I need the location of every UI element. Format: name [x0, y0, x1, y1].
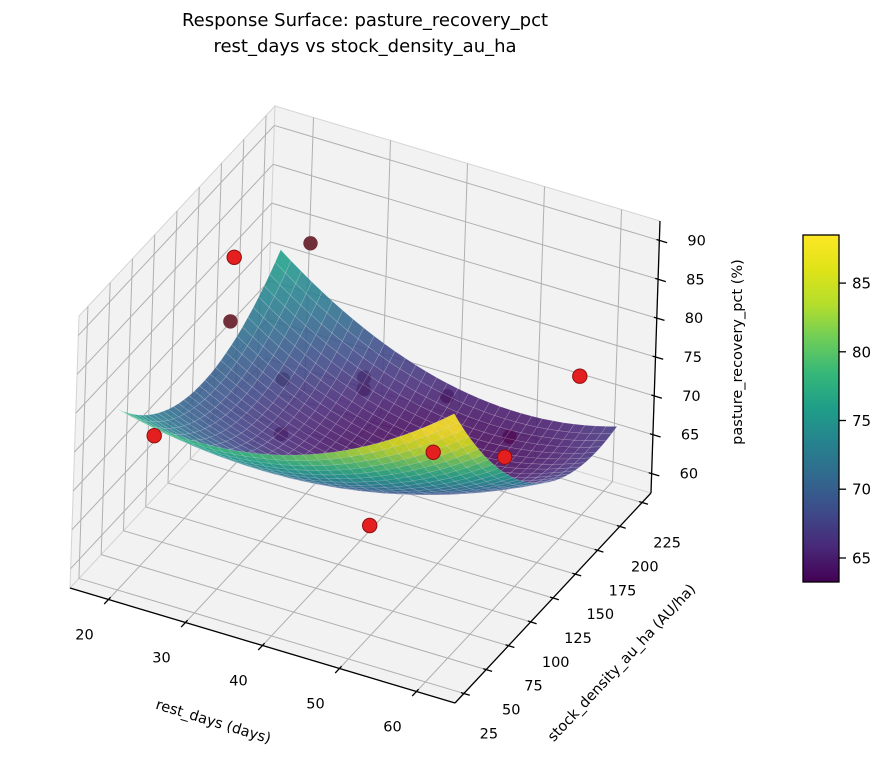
scatter-point [226, 249, 242, 265]
x-tick-label: 60 [383, 720, 401, 736]
scatter-point [223, 314, 238, 329]
colorbar-tick-label: 70 [852, 481, 871, 499]
surface-quad [442, 413, 460, 428]
y-tick [572, 572, 582, 577]
y-tick [527, 620, 537, 625]
y-tick [549, 596, 560, 601]
chart-subtitle: rest_days vs stock_density_au_ha [213, 36, 517, 57]
y-tick-label: 75 [524, 679, 542, 695]
surface-quad [501, 477, 520, 484]
x-tick [411, 688, 420, 697]
y-tick [505, 644, 515, 649]
colorbar-tick-label: 80 [852, 343, 871, 361]
grid-line [74, 241, 271, 453]
y-tick-label: 25 [480, 727, 498, 743]
y-tick-label: 50 [502, 703, 520, 719]
z-tick [655, 277, 666, 283]
scatter-point [497, 449, 513, 465]
surface-quad [457, 436, 475, 448]
x-tick-label: 20 [75, 628, 93, 644]
surface-quad [589, 440, 607, 448]
scatter-point [572, 368, 588, 384]
y-tick [460, 691, 470, 696]
colorbar-tick-label: 75 [852, 412, 871, 430]
scatter-point [303, 236, 318, 251]
grid-line [270, 241, 656, 358]
grid-line [167, 482, 554, 599]
z-tick-label: 90 [687, 233, 705, 249]
surface-quad [573, 457, 592, 464]
surface-quad [506, 479, 525, 485]
surface-quad [522, 483, 539, 487]
colorbar-tick-label: 85 [852, 275, 871, 293]
surface-quad [553, 473, 570, 479]
y-tick-label: 100 [542, 655, 570, 671]
grid-line [269, 280, 655, 397]
y-tick [616, 524, 626, 529]
z-tick [652, 355, 664, 360]
x-tick [334, 665, 343, 674]
chart-title: Response Surface: pasture_recovery_pct [181, 10, 549, 31]
surface-quad [481, 463, 499, 473]
x-tick-label: 40 [229, 674, 247, 690]
scatter-point [362, 517, 378, 534]
scatter-point [425, 444, 441, 460]
y-tick-label: 225 [653, 536, 681, 552]
grid-line [272, 163, 659, 280]
grid-line [78, 577, 465, 694]
surface-quad [563, 466, 581, 473]
y-tick-label: 200 [631, 559, 659, 575]
scatter-point [146, 428, 162, 444]
chart-title-block: Response Surface: pasture_recovery_pct r… [40, 8, 690, 60]
y-tick [639, 500, 649, 505]
surface-quad [512, 481, 529, 486]
z-tick-label: 75 [684, 350, 702, 366]
colorbar-tick-label: 65 [852, 550, 871, 568]
y-tick [594, 548, 604, 553]
x-tick-label: 30 [152, 651, 170, 667]
grid-line [77, 125, 275, 336]
x-tick-label: 50 [306, 697, 324, 713]
grid-line [101, 554, 487, 671]
y-tick-label: 125 [564, 631, 592, 647]
z-tick-label: 65 [681, 428, 699, 444]
surface-quad [579, 452, 597, 459]
grid-line [75, 202, 273, 414]
x-tick [103, 596, 112, 605]
surface-quad [548, 476, 565, 482]
x-tick [180, 619, 189, 628]
grid-line [190, 458, 576, 575]
surface-quad [467, 448, 484, 460]
y-tick-label: 175 [609, 583, 637, 599]
z-tick-label: 60 [680, 467, 698, 483]
z-tick-label: 70 [682, 389, 700, 405]
grid-line [274, 124, 660, 241]
grid-line [72, 280, 270, 492]
z-tick [648, 472, 660, 477]
y-tick [483, 668, 493, 673]
grid-line [271, 202, 657, 319]
surface-quad [476, 459, 494, 469]
x-axis-label: rest_days (days) [154, 697, 273, 747]
x-tick [257, 642, 266, 651]
z-tick-label: 85 [686, 272, 704, 288]
z-tick [649, 433, 661, 438]
surface-quad [532, 481, 549, 486]
z-tick-label: 80 [685, 311, 703, 327]
z-tick [653, 316, 665, 322]
grid-line [145, 506, 531, 623]
z-tick [651, 394, 663, 399]
y-tick-label: 150 [586, 607, 614, 623]
colorbar [802, 234, 840, 583]
z-tick [656, 238, 668, 244]
grid-line [76, 163, 274, 375]
z-axis-label: pasture_recovery_pct (%) [730, 259, 746, 445]
surface-quad [491, 471, 509, 479]
grid-line [123, 530, 509, 647]
